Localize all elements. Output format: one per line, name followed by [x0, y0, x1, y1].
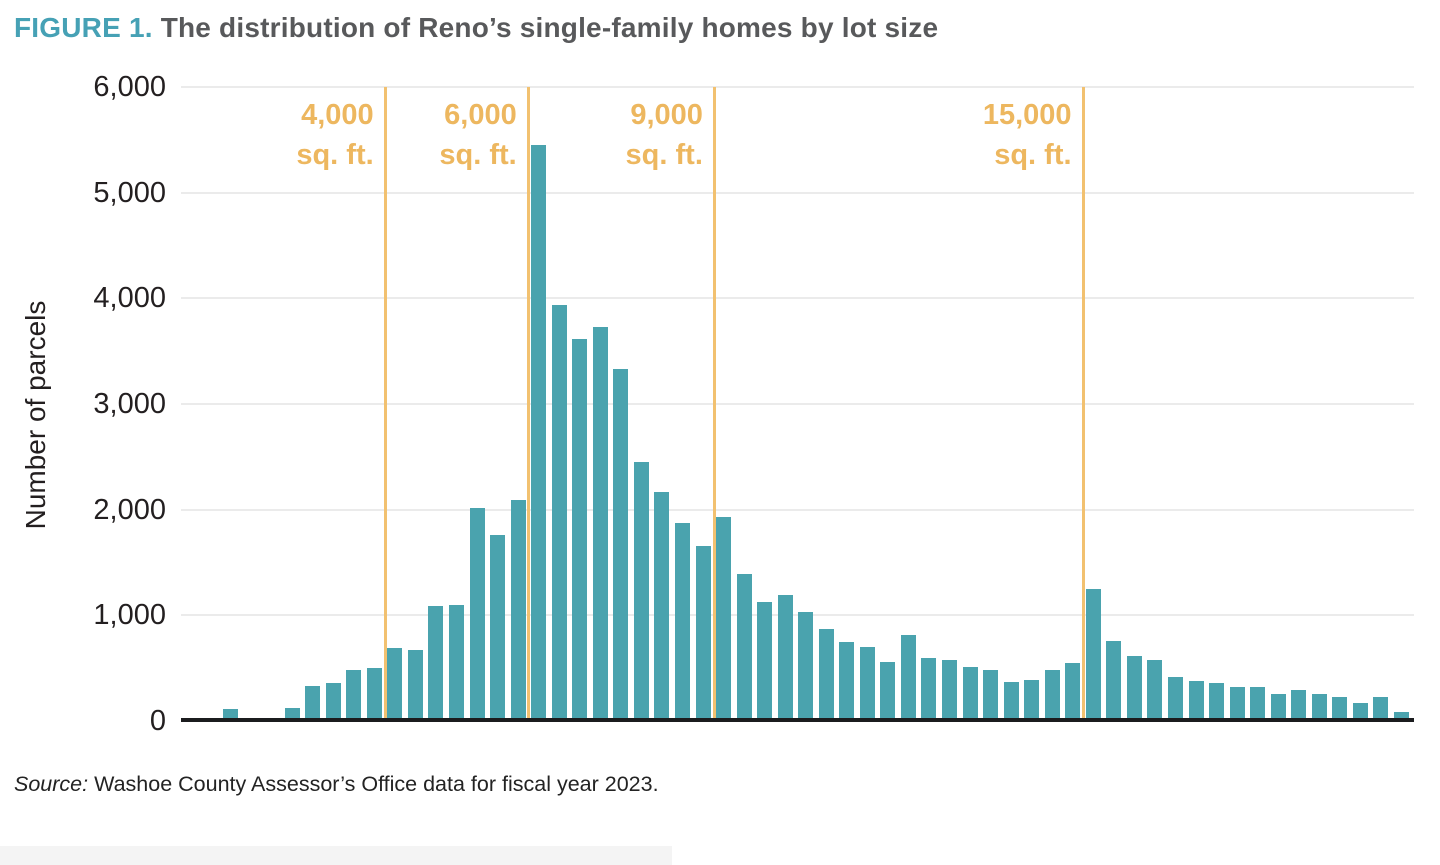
bar — [839, 641, 855, 721]
gridline — [181, 86, 1414, 88]
bar — [490, 535, 506, 721]
bar — [366, 668, 382, 721]
bar — [1270, 693, 1286, 721]
figure-header: FIGURE 1. The distribution of Reno’s sin… — [14, 12, 938, 44]
bar — [736, 574, 752, 721]
gridline — [181, 191, 1414, 194]
bar — [1126, 656, 1142, 721]
bar — [1168, 676, 1184, 721]
bar — [1250, 686, 1266, 721]
reference-label-value: 15,000 — [982, 99, 1072, 131]
bar — [798, 612, 814, 721]
bar — [859, 647, 875, 721]
bar — [572, 338, 588, 721]
bar — [983, 670, 999, 721]
bar — [1352, 702, 1368, 721]
bar — [510, 500, 526, 721]
reference-label-4000-sqft: 4,000 sq. ft. — [296, 95, 373, 175]
gridline — [181, 614, 1414, 617]
y-tick-label: 3,000 — [93, 388, 166, 420]
bar — [1332, 696, 1348, 721]
bar — [757, 601, 773, 721]
bar — [1311, 693, 1327, 721]
bar — [428, 605, 444, 721]
bar — [654, 491, 670, 721]
bar — [1024, 679, 1040, 721]
reference-label-unit: sq. ft. — [625, 139, 703, 171]
reference-label-value: 4,000 — [301, 99, 374, 131]
reference-line-6000-sqft — [527, 87, 531, 721]
bar — [1373, 696, 1389, 721]
bar — [695, 545, 711, 721]
bar — [1065, 663, 1081, 721]
reference-label-9000-sqft: 9,000 sq. ft. — [626, 95, 703, 175]
reference-label-value: 9,000 — [630, 99, 703, 131]
reference-label-unit: sq. ft. — [296, 139, 374, 171]
bar — [387, 648, 403, 721]
bar — [1209, 682, 1225, 721]
bar — [305, 686, 321, 721]
bar — [633, 462, 649, 721]
bar — [1106, 640, 1122, 721]
y-tick-label: 0 — [149, 705, 166, 737]
bar — [1291, 690, 1307, 721]
gridline — [181, 508, 1414, 511]
x-axis-line — [181, 718, 1414, 722]
bar — [448, 604, 464, 721]
plot-area: 4,000 sq. ft. 6,000 sq. ft. 9,000 sq. ft. 15,0… — [181, 86, 1414, 722]
bar — [674, 523, 690, 721]
bar — [613, 369, 629, 721]
bottom-page-strip — [0, 846, 672, 865]
gridline — [181, 297, 1414, 300]
bar — [223, 709, 238, 721]
bar — [346, 670, 362, 721]
bar — [818, 629, 834, 721]
bar — [1003, 681, 1019, 721]
y-tick-label: 5,000 — [93, 176, 166, 209]
gridline — [181, 403, 1414, 405]
bar — [900, 635, 916, 721]
bar — [777, 595, 793, 721]
reference-label-6000-sqft: 6,000 sq. ft. — [439, 95, 516, 175]
bar — [1044, 670, 1060, 721]
bar — [921, 657, 937, 721]
bar — [942, 659, 958, 721]
bar — [469, 507, 485, 721]
reference-label-unit: sq. ft. — [439, 139, 517, 171]
reference-label-15000-sqft: 15,000 sq. ft. — [983, 95, 1072, 175]
bar — [1394, 711, 1409, 721]
source-line: Source: Washoe County Assessor’s Office … — [14, 772, 659, 797]
bar — [407, 650, 423, 721]
source-prefix: Source: — [14, 772, 89, 796]
y-tick-label: 4,000 — [93, 282, 166, 315]
source-text: Washoe County Assessor’s Office data for… — [88, 772, 659, 796]
y-tick-label: 1,000 — [93, 599, 166, 632]
reference-label-value: 6,000 — [444, 99, 517, 131]
figure-label: FIGURE 1. — [14, 12, 153, 43]
y-tick-label: 2,000 — [93, 493, 166, 526]
reference-line-9000-sqft — [713, 87, 717, 721]
bar — [1229, 687, 1245, 721]
bar — [716, 517, 732, 721]
bar — [592, 326, 608, 721]
reference-label-unit: sq. ft. — [994, 139, 1072, 171]
bar — [880, 661, 896, 721]
bar — [1085, 588, 1101, 721]
bar — [531, 145, 547, 721]
reference-line-15000-sqft — [1082, 87, 1086, 721]
bar — [1147, 659, 1163, 721]
reference-line-4000-sqft — [384, 87, 388, 721]
y-tick-label: 6,000 — [93, 71, 166, 103]
bar — [551, 304, 567, 721]
bar — [1188, 680, 1204, 721]
bar — [325, 682, 341, 721]
page-title: The distribution of Reno’s single-family… — [160, 12, 939, 43]
bar — [962, 666, 978, 721]
bar — [284, 707, 300, 721]
